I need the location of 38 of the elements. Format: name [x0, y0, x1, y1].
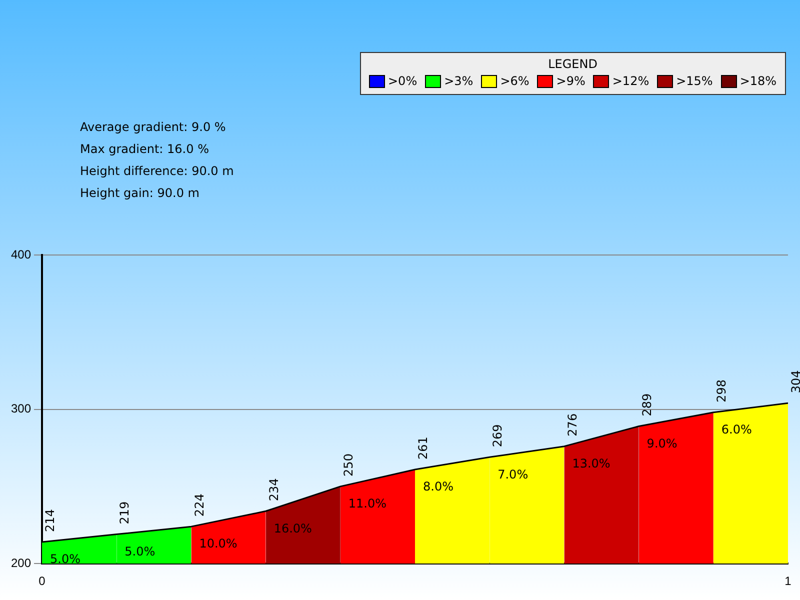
- annotation: 10.0%: [199, 536, 238, 551]
- category-label: >15%: [676, 74, 713, 88]
- annotation: 5.0%: [50, 552, 81, 566]
- text: Max gradient: 16.0 %: [80, 142, 209, 156]
- data-label: 219: [118, 501, 132, 524]
- annotation: 11.0%: [348, 496, 387, 511]
- annotation: 5.0%: [124, 544, 156, 558]
- data-label: 289: [640, 393, 654, 416]
- data-label: 276: [565, 413, 580, 436]
- text: LEGEND: [547, 57, 598, 71]
- annotation: 9.0%: [646, 436, 678, 450]
- category-label: >0%: [388, 74, 418, 88]
- data-label: 261: [416, 436, 430, 460]
- x-tick-label: 0: [38, 574, 46, 588]
- y-tick-label: 400: [10, 247, 32, 262]
- text: Height gain: 90.0 m: [80, 186, 200, 200]
- annotation: 13.0%: [572, 456, 610, 470]
- y-tick-label: 300: [10, 402, 32, 416]
- annotation: 6.0%: [721, 422, 752, 437]
- category-label: >6%: [500, 74, 530, 88]
- annotation: 7.0%: [498, 467, 528, 482]
- data-label: 250: [342, 454, 356, 476]
- annotation: 16.0%: [274, 521, 312, 536]
- category-label: >3%: [444, 74, 474, 88]
- data-label: 269: [490, 424, 505, 448]
- text: Height difference: 90.0 m: [80, 164, 234, 178]
- y-tick-label: 200: [10, 556, 32, 570]
- data-label: 224: [192, 494, 206, 517]
- data-label: 298: [714, 379, 729, 402]
- data-label: 234: [266, 478, 281, 502]
- annotation: 8.0%: [423, 480, 454, 494]
- text: Average gradient: 9.0 %: [80, 120, 226, 134]
- category-label: >9%: [556, 74, 586, 88]
- x-tick-label: 1: [784, 574, 792, 588]
- category-label: >18%: [740, 74, 777, 88]
- category-label: >12%: [612, 74, 650, 88]
- data-label: 304: [789, 370, 800, 394]
- data-label: 214: [43, 509, 58, 532]
